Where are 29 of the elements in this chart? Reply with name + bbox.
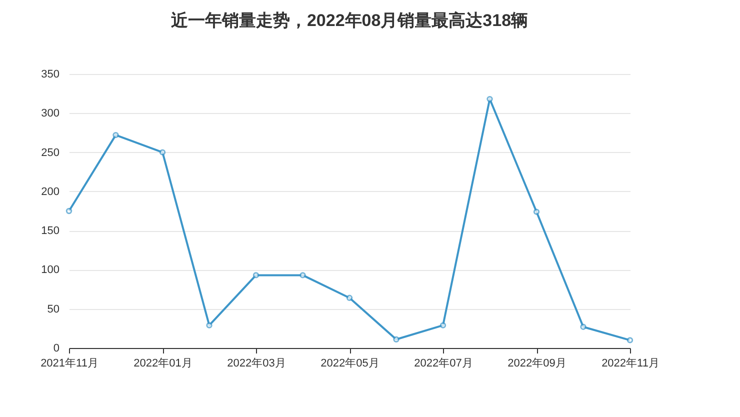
y-tick-label: 350 <box>41 68 60 80</box>
y-tick-label: 100 <box>41 264 60 276</box>
point <box>300 272 306 278</box>
point <box>580 324 586 330</box>
y-tick-label: 300 <box>41 108 60 120</box>
point <box>159 149 166 156</box>
point <box>252 272 260 278</box>
point <box>440 322 446 328</box>
point <box>206 322 212 328</box>
point <box>486 96 493 102</box>
x-tick-label: 2022年03月 <box>227 358 286 370</box>
point <box>346 294 353 301</box>
x-tick-label: 2022年01月 <box>134 358 192 370</box>
x-tick-label: 2022年07月 <box>414 358 473 370</box>
y-tick-label: 250 <box>41 146 60 159</box>
point <box>66 208 72 214</box>
y-tick-label: 150 <box>41 225 60 238</box>
x-tick-label: 2022年09月 <box>508 358 566 370</box>
point <box>626 337 634 344</box>
y-tick-label: 200 <box>41 186 60 198</box>
x-tick-label: 2021年11月 <box>40 358 98 370</box>
y-tick-label: 50 <box>47 303 60 316</box>
x-tick-label: 2022年05月 <box>320 358 380 370</box>
x-tick-label: 2022年11月 <box>602 358 660 370</box>
chart-title: 近一年销量走势，2022年08月销量最高达318辆 <box>170 11 528 30</box>
y-tick-label: 0 <box>53 342 60 354</box>
point <box>112 132 119 138</box>
point <box>533 208 540 215</box>
point <box>393 336 400 342</box>
